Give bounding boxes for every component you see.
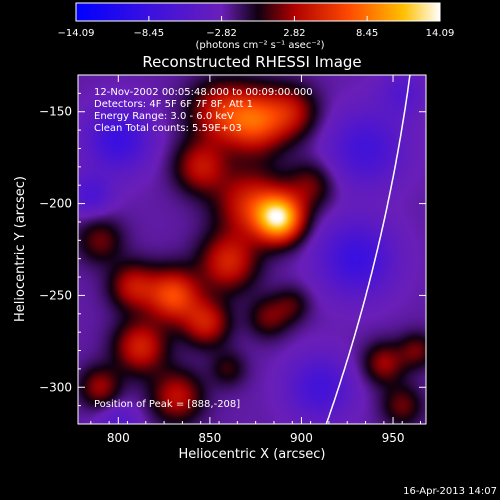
solar-limb-line	[325, 75, 411, 424]
colorbar-tick-label: −2.82	[206, 28, 237, 39]
heatmap-image	[78, 75, 426, 424]
annotation-clean-counts: Clean Total counts: 5.59E+03	[94, 123, 242, 134]
colorbar-tick-label: −8.45	[134, 28, 165, 39]
x-tick-label: 950	[382, 431, 405, 445]
y-tick-label: −150	[39, 105, 72, 119]
colorbar-tick-label: −14.09	[57, 28, 94, 39]
colorbar-units: (photons cm⁻² s⁻¹ asec⁻²)	[195, 40, 324, 51]
x-tick-label: 900	[290, 431, 313, 445]
y-tick-label: −200	[39, 197, 72, 211]
plot-frame	[77, 74, 427, 425]
colorbar-tick-label: 14.09	[426, 28, 455, 39]
colorbar-tick-label: 8.45	[356, 28, 378, 39]
y-tick-label: −250	[39, 288, 72, 302]
annotation-time-range: 12-Nov-2002 00:05:48.000 to 00:09:00.000	[94, 87, 313, 98]
x-axis-ticks: 800 850 900 950	[90, 75, 422, 445]
annotation-detectors: Detectors: 4F 5F 6F 7F 8F, Att 1	[94, 99, 253, 110]
y-axis-label: Heliocentric Y (arcsec)	[13, 176, 28, 322]
y-axis-ticks: −150 −200 −250 −300	[39, 74, 426, 425]
annotation-energy-range: Energy Range: 3.0 - 6.0 keV	[94, 111, 234, 122]
x-tick-label: 850	[198, 431, 221, 445]
colorbar-tick-label: 2.82	[283, 28, 305, 39]
chart-title: Reconstructed RHESSI Image	[142, 53, 361, 71]
x-tick-label: 800	[107, 431, 130, 445]
colorbar	[75, 2, 441, 22]
footer-timestamp: 16-Apr-2013 14:07	[403, 486, 497, 497]
colorbar-ticks: −14.09 −8.45 −2.82 2.82 8.45 14.09	[57, 16, 454, 39]
x-axis-label: Heliocentric X (arcsec)	[179, 447, 326, 462]
annotation-peak-position: Position of Peak = [888,-208]	[94, 399, 240, 410]
y-tick-label: −300	[39, 380, 72, 394]
